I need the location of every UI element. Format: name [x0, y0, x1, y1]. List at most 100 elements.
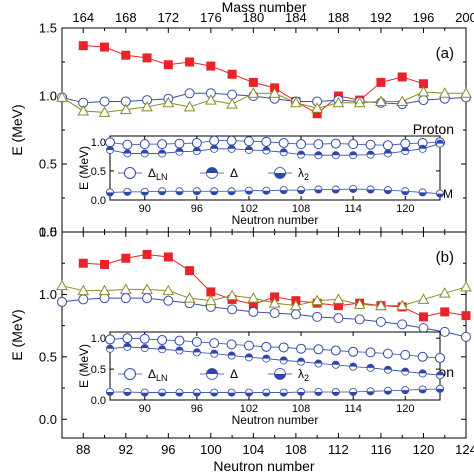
inset-data-point-fill: [193, 392, 201, 397]
inset-data-point: [401, 386, 410, 395]
x2-tick-label: 192: [370, 10, 392, 25]
inset-data-point-fill: [384, 149, 392, 154]
data-point-shape: [268, 297, 281, 308]
data-point-shape: [247, 292, 260, 303]
inset-data-point: [297, 186, 306, 195]
data-point-shape: [353, 96, 366, 108]
inset-data-point-shape: [105, 137, 115, 148]
data-point-shape: [460, 87, 472, 98]
inset-y-axis-title: E (MeV): [77, 146, 91, 190]
inset-data-point-shape: [191, 137, 202, 148]
inset-data-point: [418, 385, 427, 394]
data-point-shape: [311, 102, 324, 113]
inset-data-point: [192, 187, 201, 196]
inset-data-point: [243, 136, 254, 147]
data-point: [440, 307, 450, 317]
inset-data-point-fill: [366, 189, 375, 194]
data-point: [204, 94, 217, 105]
inset-data-point: [227, 187, 236, 196]
inset-data-point: [105, 334, 115, 345]
inset-data-point: [383, 386, 392, 395]
inset-data-point: [262, 388, 271, 397]
data-point: [163, 252, 173, 262]
inset-data-point: [192, 147, 201, 156]
inset-data-point: [244, 145, 253, 154]
data-point-shape: [185, 266, 195, 276]
y-tick-label: 1.0: [39, 287, 57, 302]
inset-data-point: [158, 187, 167, 196]
inset-data-point: [139, 139, 150, 150]
inset-data-point-fill: [366, 151, 375, 155]
inset-data-point-shape: [209, 135, 220, 146]
data-point: [376, 77, 386, 87]
inset-legend-marker-fill: [206, 167, 218, 173]
inset-data-point-shape: [417, 351, 428, 362]
inset-data-point: [140, 388, 149, 397]
data-point: [418, 95, 429, 106]
data-point-shape: [375, 95, 387, 106]
data-point-shape: [353, 298, 366, 309]
inset-data-point-fill: [158, 191, 166, 195]
inset-data-point-fill: [366, 391, 375, 395]
data-point: [226, 289, 238, 301]
inset-legend-marker-fill: [206, 368, 218, 374]
inset-data-point: [297, 387, 306, 396]
inset-data-point: [365, 347, 376, 358]
inset-data-point-shape: [191, 336, 202, 347]
data-point-shape: [418, 323, 429, 334]
data-point-shape: [247, 87, 260, 98]
inset-data-point-shape: [435, 352, 445, 363]
inset-data-point: [226, 339, 237, 350]
data-point-shape: [460, 280, 472, 292]
inset-data-point: [314, 387, 323, 396]
data-point-shape: [185, 57, 195, 67]
inset-data-point-shape: [382, 348, 393, 359]
data-point-shape: [121, 50, 131, 60]
x2-tick-label: 196: [413, 10, 435, 25]
inset-data-point: [279, 388, 288, 397]
data-point-shape: [142, 249, 152, 259]
x2-axis-title: Mass number: [222, 0, 307, 15]
inset-legend-marker: [274, 368, 286, 380]
inset-data-point: [331, 151, 340, 160]
inset-data-point-fill: [262, 190, 270, 195]
inset-data-point-shape: [382, 140, 393, 151]
inset-data-point: [123, 149, 132, 158]
data-point: [57, 296, 67, 307]
data-point: [185, 57, 195, 67]
inset-data-point: [435, 352, 445, 363]
inset-data-point: [314, 359, 323, 368]
inset-data-point-fill: [210, 392, 218, 397]
data-point: [268, 87, 281, 98]
data-point: [438, 287, 451, 298]
inset-data-point-shape: [365, 139, 376, 150]
inset-data-point: [209, 135, 220, 146]
inset-x-tick-label: 114: [344, 203, 362, 215]
inset-data-point-fill: [332, 151, 340, 156]
inset-data-point-fill: [401, 191, 409, 195]
inset-data-point: [382, 348, 393, 359]
x2-tick-label: 180: [243, 10, 265, 25]
data-point: [183, 100, 196, 112]
data-point: [78, 258, 88, 268]
data-point: [354, 314, 365, 325]
inset-data-point-fill: [175, 346, 184, 351]
data-point-shape: [121, 253, 131, 263]
data-point-shape: [396, 95, 409, 106]
data-point: [460, 280, 472, 292]
inset-data-point-shape: [348, 139, 359, 150]
data-point: [78, 41, 88, 51]
data-point: [163, 295, 174, 306]
inset-x-tick-label: 90: [139, 403, 151, 415]
inset-data-point: [331, 185, 340, 194]
inset-data-point-shape: [296, 139, 307, 150]
inset-data-point: [158, 149, 167, 158]
inset-data-point: [314, 185, 323, 194]
data-point: [163, 60, 173, 70]
inset-legend-symbol: Δ: [230, 367, 238, 381]
inset-x-tick-label: 120: [396, 203, 414, 215]
data-point: [142, 249, 152, 259]
data-point: [119, 283, 132, 294]
inset-legend-subscript: 2: [304, 373, 309, 383]
inset-data-point-fill: [106, 391, 114, 396]
